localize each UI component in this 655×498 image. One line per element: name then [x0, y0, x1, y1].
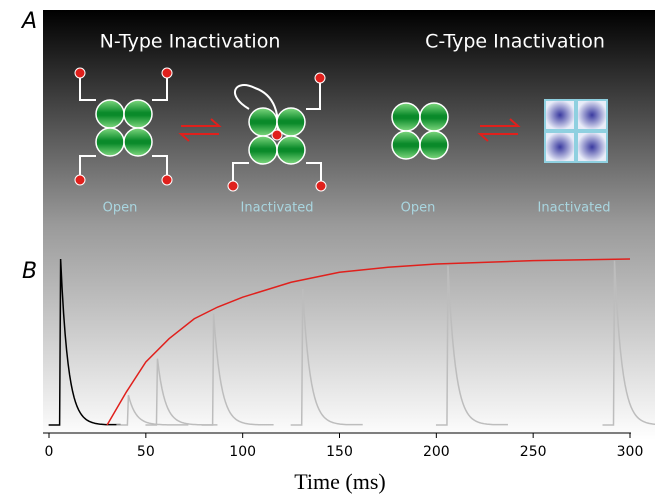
x-tick-label: 250 [520, 444, 547, 460]
tethers [79, 73, 322, 186]
x-tick-label: 100 [229, 444, 256, 460]
current-trace [435, 265, 508, 426]
state-label: Open [401, 201, 436, 216]
x-tick-label: 150 [326, 444, 353, 460]
x-tick-label: 200 [423, 444, 450, 460]
x-axis-label: Time (ms) [294, 469, 385, 494]
current-trace [116, 394, 189, 426]
current-trace [290, 288, 363, 426]
title: C-Type Inactivation [425, 31, 605, 53]
current-trace [145, 358, 218, 426]
x-tick-label: 300 [617, 444, 644, 460]
current-trace [201, 313, 274, 426]
balls [74, 67, 327, 192]
background [43, 10, 655, 440]
state-label: Inactivated [241, 201, 314, 216]
panel-label: A [20, 9, 37, 34]
x-tick-label: 50 [137, 444, 155, 460]
current-trace [48, 258, 121, 426]
state-label: Open [103, 201, 138, 216]
panel-label: B [22, 259, 37, 284]
title: N-Type Inactivation [100, 31, 281, 53]
recovery-curve [106, 258, 631, 426]
current-trace [602, 260, 655, 426]
state-label: Inactivated [538, 201, 611, 216]
collapsed-channel [544, 99, 608, 163]
x-tick-label: 0 [45, 444, 54, 460]
